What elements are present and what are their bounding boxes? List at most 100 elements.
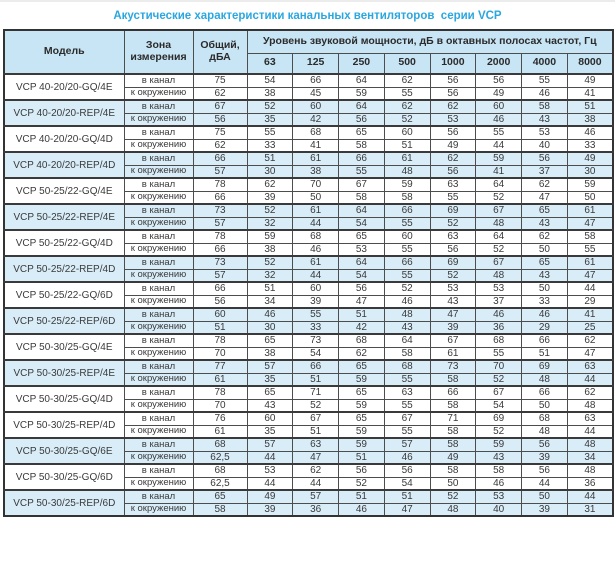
band-cell: 68 [338,333,385,348]
total-cell: 70 [192,346,248,361]
band-cell: 31 [566,502,614,517]
total-cell: 75 [192,73,248,88]
band-cell: 57 [246,437,294,452]
band-cell: 52 [475,190,522,205]
band-cell: 73 [292,333,339,348]
table-row: VCP 50-25/22-REP/4E в канал 73 52 61 64 66 69 67… [3,203,614,231]
band-cell: 43 [246,398,294,413]
band-cell: 39 [246,190,294,205]
table-row: к окружению 58 39 36 46 47 48 40 39 31 [4,502,614,517]
band-cell: 70 [475,359,522,374]
band-cell: 65 [338,229,385,244]
band-cell: 68 [292,229,339,244]
col-header-total: Общий, дБА [192,29,248,75]
zone-cell: в канал [123,125,194,140]
band-cell: 59 [338,372,385,387]
band-cell: 43 [475,450,522,465]
band-cell: 33 [292,320,339,335]
total-cell: 73 [192,255,248,270]
table-row: VCP 40-20/20-REP/4E в канал 67 52 60 64 62 62 60… [3,99,614,127]
band-cell: 65 [521,203,568,218]
band-cell: 44 [246,476,294,491]
model-cell: VCP 50-30/25-REP/6D [3,489,125,517]
band-cell: 63 [566,359,614,374]
band-cell: 41 [292,138,339,153]
model-cell: VCP 50-25/22-REP/4D [3,255,125,283]
band-cell: 56 [521,463,568,478]
band-cell: 55 [383,424,431,439]
table-row: к окружению 57 30 38 55 48 56 41 37 30 [4,164,614,179]
band-cell: 54 [338,268,385,283]
band-cell: 50 [521,398,568,413]
total-cell: 62,5 [192,450,248,465]
band-cell: 51 [521,346,568,361]
page-title: Акустические характеристики канальных ве… [113,9,502,22]
band-cell: 55 [246,125,294,140]
band-cell: 60 [383,125,431,140]
band-cell: 47 [383,502,431,517]
total-cell: 62 [192,138,248,153]
band-cell: 69 [475,411,522,426]
band-cell: 47 [338,294,385,309]
band-cell: 35 [246,112,294,127]
band-cell: 49 [566,151,614,166]
band-cell: 46 [383,294,431,309]
band-cell: 58 [338,190,385,205]
band-cell: 71 [292,385,339,400]
band-cell: 63 [383,385,431,400]
top-divider [0,0,615,2]
total-cell: 56 [192,294,248,309]
band-cell: 67 [475,385,522,400]
band-cell: 41 [475,164,522,179]
band-cell: 42 [292,112,339,127]
band-cell: 49 [429,450,477,465]
band-cell: 66 [292,73,339,88]
total-cell: 66 [192,151,248,166]
band-cell: 41 [566,307,614,322]
model-cell: VCP 50-30/25-REP/4E [3,359,125,387]
model-cell: VCP 40-20/20-REP/4D [3,151,125,179]
band-cell: 64 [475,177,522,192]
band-cell: 58 [429,398,477,413]
band-cell: 58 [566,229,614,244]
band-cell: 47 [566,346,614,361]
total-cell: 68 [192,437,248,452]
band-cell: 58 [475,463,522,478]
band-cell: 62 [566,385,614,400]
band-cell: 58 [338,138,385,153]
col-header-freq-4000: 4000 [521,52,568,75]
band-cell: 71 [429,411,477,426]
band-cell: 53 [429,281,477,296]
col-header-freq-8000: 8000 [566,52,614,75]
total-cell: 62,5 [192,476,248,491]
model-cell: VCP 50-30/25-GQ/4D [3,385,125,413]
band-cell: 56 [521,437,568,452]
col-header-freq-1000: 1000 [429,52,477,75]
total-cell: 78 [192,177,248,192]
band-cell: 59 [338,398,385,413]
band-cell: 43 [383,320,431,335]
zone-cell: к окружению [123,268,194,283]
band-cell: 30 [566,164,614,179]
band-cell: 66 [521,385,568,400]
table-row: VCP 50-30/25-GQ/4E в канал 78 65 73 68 64 67 68 6… [3,333,614,361]
band-cell: 56 [383,463,431,478]
band-cell: 66 [383,203,431,218]
band-cell: 67 [475,255,522,270]
total-cell: 78 [192,333,248,348]
table-row: VCP 50-30/25-REP/4E в канал 77 57 66 65 68 73 70… [3,359,614,387]
band-cell: 43 [521,216,568,231]
zone-cell: в канал [123,437,194,452]
band-cell: 55 [475,125,522,140]
band-cell: 36 [566,476,614,491]
band-cell: 56 [429,73,477,88]
band-cell: 48 [429,502,477,517]
band-cell: 51 [292,424,339,439]
band-cell: 66 [292,359,339,374]
band-cell: 56 [429,86,477,101]
band-cell: 44 [292,216,339,231]
zone-cell: к окружению [123,164,194,179]
band-cell: 50 [292,190,339,205]
band-cell: 51 [246,151,294,166]
band-cell: 59 [338,437,385,452]
